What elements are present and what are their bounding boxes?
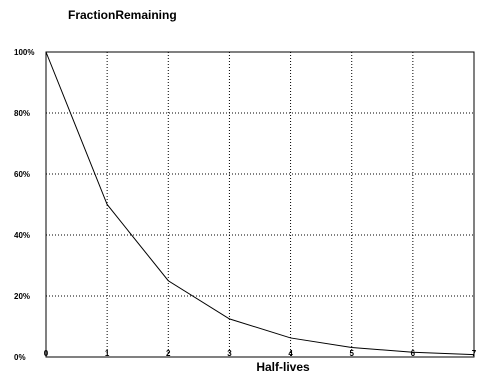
grid <box>46 52 474 357</box>
x-axis-label: Half-lives <box>256 360 310 374</box>
series-line <box>45 51 475 356</box>
x-tick-label: 3 <box>227 349 232 358</box>
y-tick-label: 80% <box>14 109 30 118</box>
x-tick-label: 6 <box>411 349 416 358</box>
y-axis-ticks: 0% 20% 40% 60% 80% 100% <box>14 48 34 362</box>
x-tick-label: 2 <box>166 349 171 358</box>
x-tick-label: 4 <box>288 349 293 358</box>
y-tick-label: 20% <box>14 292 30 301</box>
y-tick-label: 60% <box>14 170 30 179</box>
x-tick-label: 0 <box>44 349 49 358</box>
x-tick-label: 5 <box>349 349 354 358</box>
x-tick-label: 7 <box>472 349 477 358</box>
x-axis-ticks: 0 1 2 3 4 5 6 7 <box>44 349 477 358</box>
y-tick-label: 40% <box>14 231 30 240</box>
series-layer <box>45 51 475 356</box>
chart-title: FractionRemaining <box>68 8 177 22</box>
plot-frame <box>45 51 475 358</box>
y-tick-label: 0% <box>14 353 26 362</box>
y-tick-label: 100% <box>14 48 34 57</box>
x-tick-label: 1 <box>105 349 110 358</box>
